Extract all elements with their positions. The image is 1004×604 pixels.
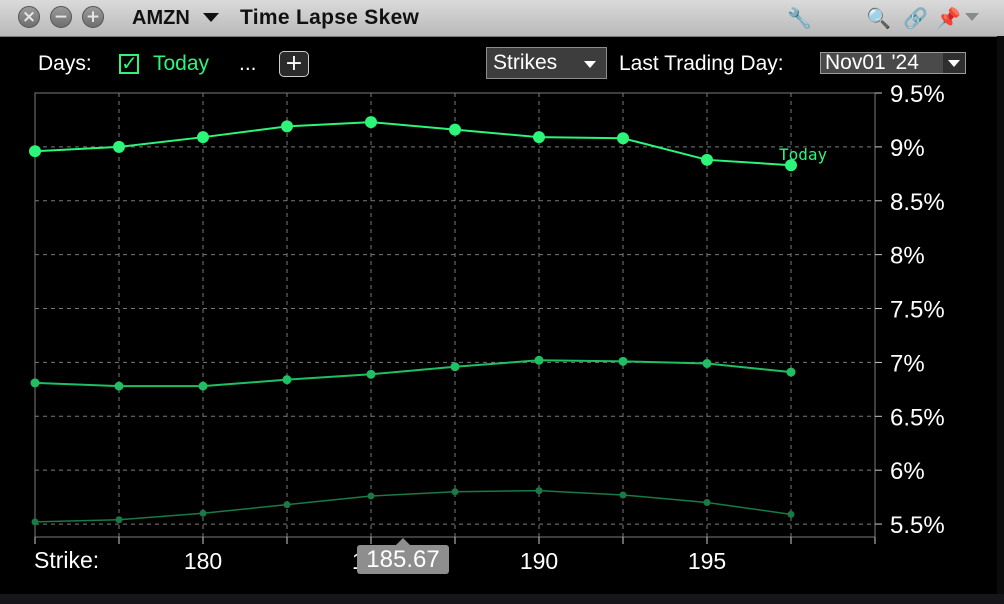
close-icon[interactable]: × xyxy=(18,6,40,28)
series-line-2[interactable] xyxy=(34,359,792,388)
y-tick-label: 9.5% xyxy=(890,81,945,108)
y-tick-label: 9% xyxy=(890,135,925,162)
data-point[interactable] xyxy=(367,492,375,500)
chevron-down-icon xyxy=(948,60,960,67)
chevron-down-icon[interactable] xyxy=(203,13,219,22)
data-point[interactable] xyxy=(786,367,796,377)
date-dropdown-button[interactable] xyxy=(943,53,965,73)
data-point[interactable] xyxy=(701,153,713,166)
more-days-ellipsis[interactable]: ... xyxy=(239,52,257,75)
today-checkbox[interactable]: ✓ xyxy=(119,51,139,75)
x-tick-label: 190 xyxy=(520,548,558,574)
days-label: Days: xyxy=(38,52,92,75)
data-point[interactable] xyxy=(617,132,629,145)
data-point[interactable] xyxy=(115,516,123,524)
y-tick-label: 6.5% xyxy=(890,404,945,431)
data-point[interactable] xyxy=(114,381,124,391)
data-point[interactable] xyxy=(283,501,291,509)
window-title: Time Lapse Skew xyxy=(240,6,420,29)
y-tick-label: 5.5% xyxy=(890,512,945,539)
data-point[interactable] xyxy=(113,140,125,153)
today-label[interactable]: Today xyxy=(153,52,210,75)
search-icon[interactable]: 🔍 xyxy=(866,6,891,30)
data-point[interactable] xyxy=(533,131,545,144)
symbol-selector[interactable]: AMZN xyxy=(132,7,190,29)
data-point[interactable] xyxy=(449,123,461,136)
series-line-3[interactable] xyxy=(34,489,792,523)
x-tick-label: 180 xyxy=(184,548,222,574)
data-point[interactable] xyxy=(703,499,711,507)
data-point[interactable] xyxy=(618,356,628,366)
data-point[interactable] xyxy=(451,488,459,496)
data-point[interactable] xyxy=(198,381,208,391)
y-tick-label: 8.5% xyxy=(890,189,945,216)
last-trading-day-dropdown[interactable]: Nov01 '24 xyxy=(820,52,966,74)
data-point[interactable] xyxy=(702,358,712,368)
data-point[interactable] xyxy=(29,145,41,158)
chevron-down-icon xyxy=(584,61,596,68)
data-point[interactable] xyxy=(30,378,40,388)
minimize-icon[interactable]: − xyxy=(50,6,72,28)
strike-axis-label: Strike: xyxy=(34,547,100,573)
data-point[interactable] xyxy=(787,510,795,518)
series-label-today: Today xyxy=(779,145,828,164)
link-icon[interactable]: 🔗 xyxy=(903,6,928,30)
data-point[interactable] xyxy=(450,362,460,372)
wrench-icon[interactable]: 🔧 xyxy=(787,6,812,30)
data-point[interactable] xyxy=(282,375,292,385)
cursor-strike-value: 185.67 xyxy=(357,545,449,574)
y-tick-label: 6% xyxy=(890,458,925,485)
y-tick-label: 7.5% xyxy=(890,297,945,324)
y-tick-label: 8% xyxy=(890,243,925,270)
data-point[interactable] xyxy=(281,120,293,133)
add-day-button[interactable]: + xyxy=(279,51,309,77)
cursor-marker xyxy=(396,538,410,545)
x-tick-label: 195 xyxy=(688,548,726,574)
window-menu-icon[interactable] xyxy=(965,13,979,21)
window-edge xyxy=(997,36,1004,594)
series-line-1[interactable] xyxy=(34,121,792,167)
last-trading-day-value: Nov01 '24 xyxy=(825,52,919,74)
pin-icon[interactable]: 📌 xyxy=(936,6,961,30)
data-point[interactable] xyxy=(534,355,544,365)
data-point[interactable] xyxy=(365,116,377,129)
strikes-dropdown[interactable]: Strikes xyxy=(486,47,607,79)
title-bar: × − + AMZN Time Lapse Skew 🔧 🔍 🔗 📌 xyxy=(0,0,1004,37)
last-trading-day-label: Last Trading Day: xyxy=(619,52,784,75)
strikes-dropdown-value: Strikes xyxy=(493,51,558,74)
data-point[interactable] xyxy=(619,491,627,499)
data-point[interactable] xyxy=(197,131,209,144)
data-point[interactable] xyxy=(366,369,376,379)
data-point[interactable] xyxy=(31,518,39,526)
data-point[interactable] xyxy=(535,487,543,495)
data-point[interactable] xyxy=(785,159,797,172)
y-tick-label: 7% xyxy=(890,350,925,377)
data-point[interactable] xyxy=(199,509,207,517)
bottom-edge xyxy=(0,594,1004,604)
maximize-icon[interactable]: + xyxy=(82,6,104,28)
